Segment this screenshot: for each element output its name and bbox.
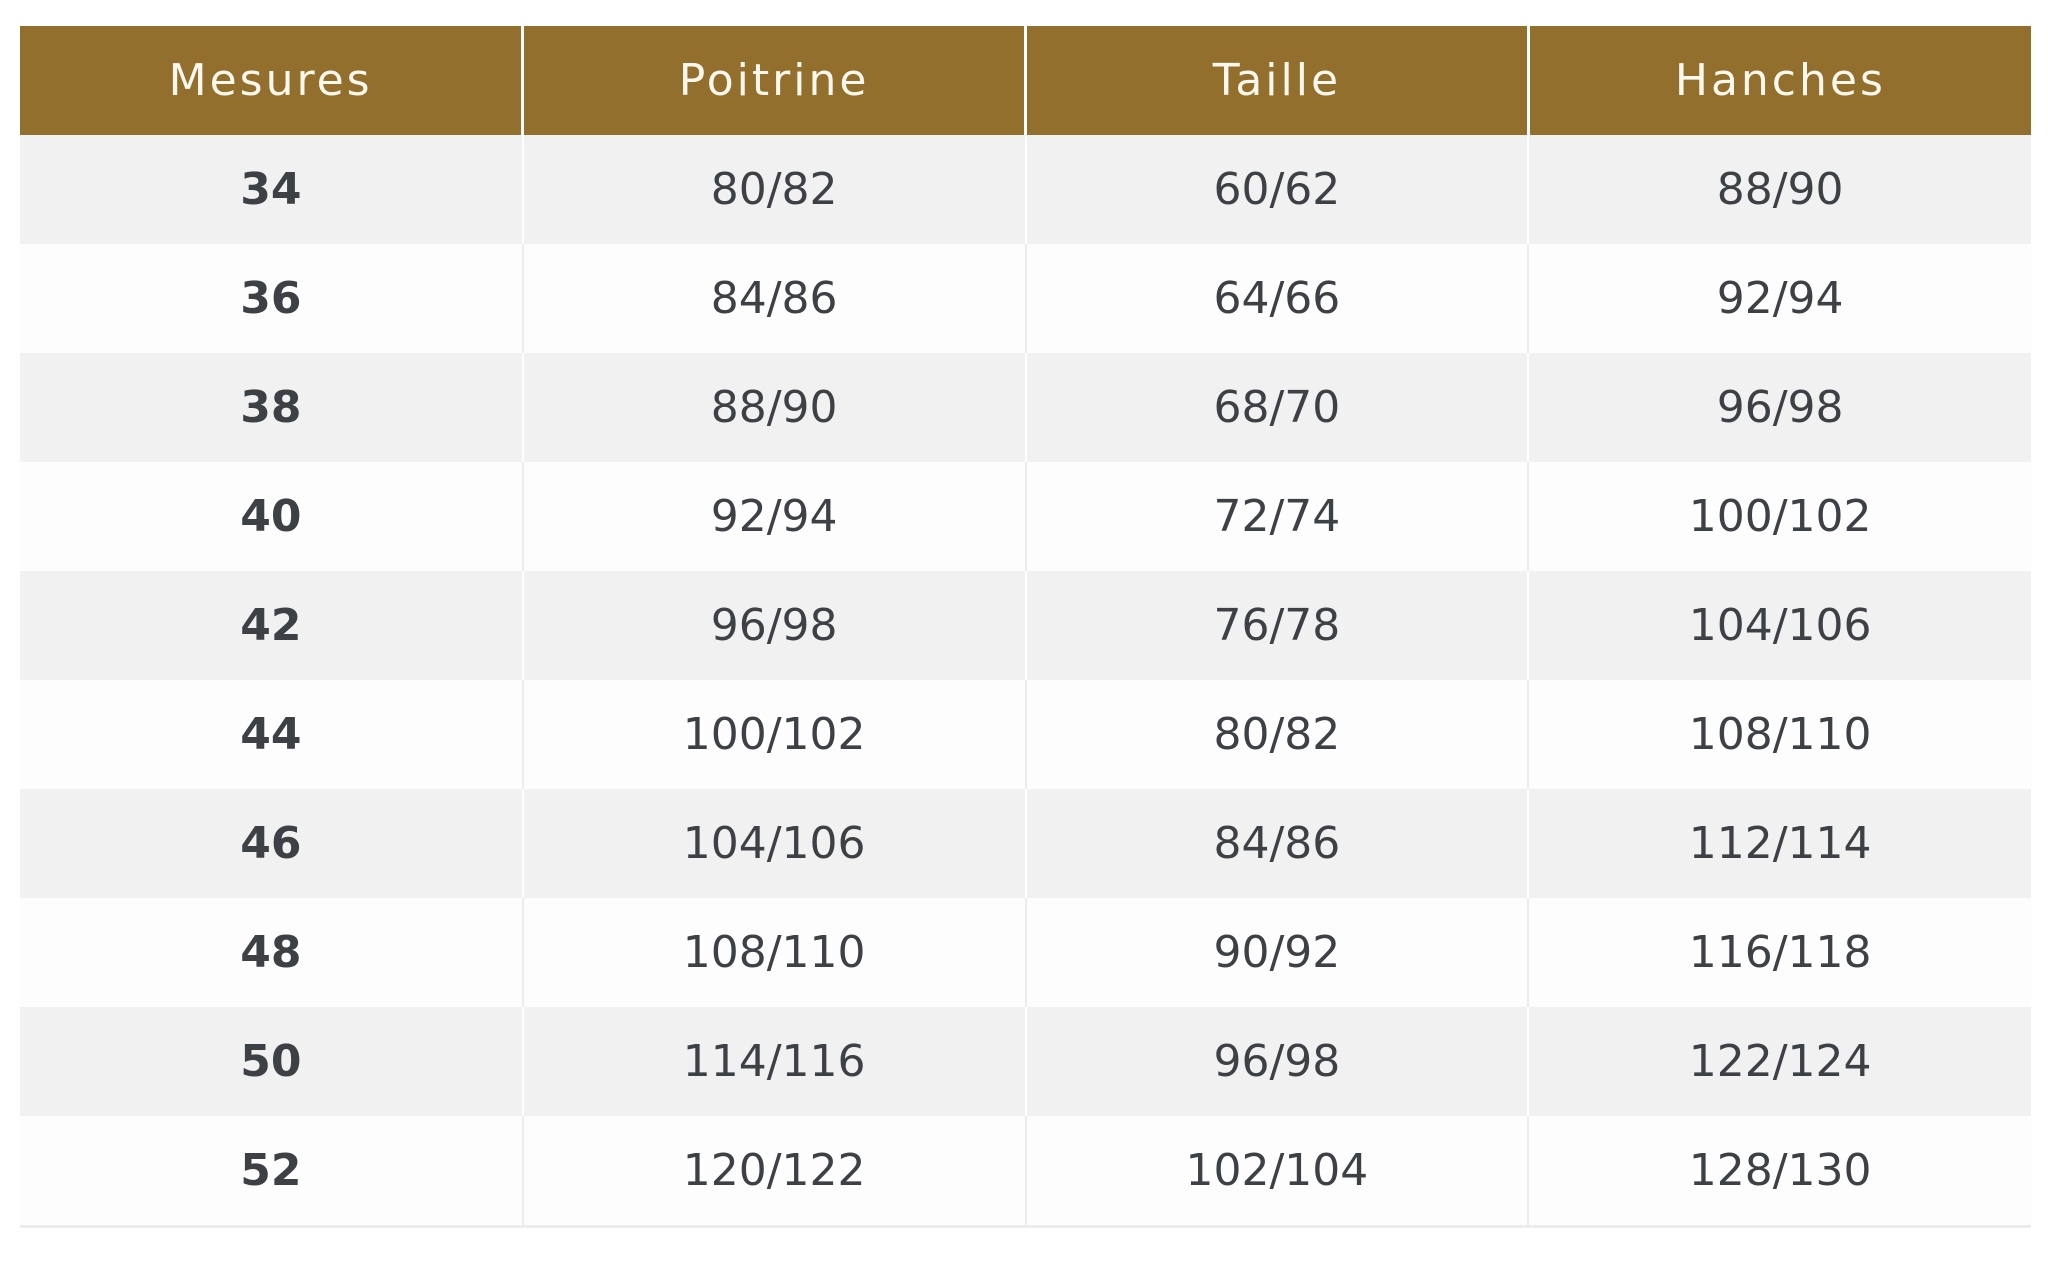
cell-hanches: 108/110 (1527, 680, 2031, 789)
cell-poitrine: 88/90 (521, 353, 1026, 462)
cell-taille: 80/82 (1024, 680, 1529, 789)
table-row: 34 80/82 60/62 88/90 (20, 135, 2031, 244)
header-row: Mesures Poitrine Taille Hanches (20, 26, 2031, 135)
cell-taille: 68/70 (1024, 353, 1529, 462)
cell-hanches: 116/118 (1527, 898, 2031, 1007)
cell-taille: 84/86 (1024, 789, 1529, 898)
cell-poitrine: 104/106 (521, 789, 1026, 898)
cell-size: 50 (20, 1007, 523, 1116)
cell-poitrine: 92/94 (521, 462, 1026, 571)
cell-poitrine: 96/98 (521, 571, 1026, 680)
table-row: 40 92/94 72/74 100/102 (20, 462, 2031, 571)
cell-hanches: 92/94 (1527, 244, 2031, 353)
table-row: 52 120/122 102/104 128/130 (20, 1116, 2031, 1228)
cell-poitrine: 108/110 (521, 898, 1026, 1007)
cell-taille: 76/78 (1024, 571, 1529, 680)
cell-size: 46 (20, 789, 523, 898)
cell-hanches: 100/102 (1527, 462, 2031, 571)
cell-size: 38 (20, 353, 523, 462)
cell-size: 48 (20, 898, 523, 1007)
cell-poitrine: 80/82 (521, 135, 1026, 244)
cell-taille: 96/98 (1024, 1007, 1529, 1116)
table-row: 46 104/106 84/86 112/114 (20, 789, 2031, 898)
header-mesures: Mesures (20, 26, 523, 135)
cell-poitrine: 120/122 (521, 1116, 1026, 1228)
cell-hanches: 128/130 (1527, 1116, 2031, 1228)
cell-taille: 90/92 (1024, 898, 1529, 1007)
cell-size: 40 (20, 462, 523, 571)
table-row: 48 108/110 90/92 116/118 (20, 898, 2031, 1007)
cell-taille: 72/74 (1024, 462, 1529, 571)
table-row: 36 84/86 64/66 92/94 (20, 244, 2031, 353)
cell-hanches: 96/98 (1527, 353, 2031, 462)
table-row: 38 88/90 68/70 96/98 (20, 353, 2031, 462)
cell-size: 42 (20, 571, 523, 680)
header-hanches: Hanches (1526, 26, 2031, 135)
cell-hanches: 104/106 (1527, 571, 2031, 680)
cell-size: 52 (20, 1116, 523, 1228)
table-row: 50 114/116 96/98 122/124 (20, 1007, 2031, 1116)
cell-taille: 64/66 (1024, 244, 1529, 353)
cell-taille: 60/62 (1024, 135, 1529, 244)
cell-hanches: 112/114 (1527, 789, 2031, 898)
cell-size: 34 (20, 135, 523, 244)
table-row: 42 96/98 76/78 104/106 (20, 571, 2031, 680)
cell-hanches: 88/90 (1527, 135, 2031, 244)
cell-hanches: 122/124 (1527, 1007, 2031, 1116)
cell-taille: 102/104 (1024, 1116, 1529, 1228)
cell-poitrine: 100/102 (521, 680, 1026, 789)
table-row: 44 100/102 80/82 108/110 (20, 680, 2031, 789)
cell-size: 44 (20, 680, 523, 789)
cell-poitrine: 84/86 (521, 244, 1026, 353)
cell-poitrine: 114/116 (521, 1007, 1026, 1116)
cell-size: 36 (20, 244, 523, 353)
size-chart-table: Mesures Poitrine Taille Hanches 34 80/82 6… (20, 26, 2031, 1228)
header-poitrine: Poitrine (521, 26, 1026, 135)
header-taille: Taille (1024, 26, 1529, 135)
